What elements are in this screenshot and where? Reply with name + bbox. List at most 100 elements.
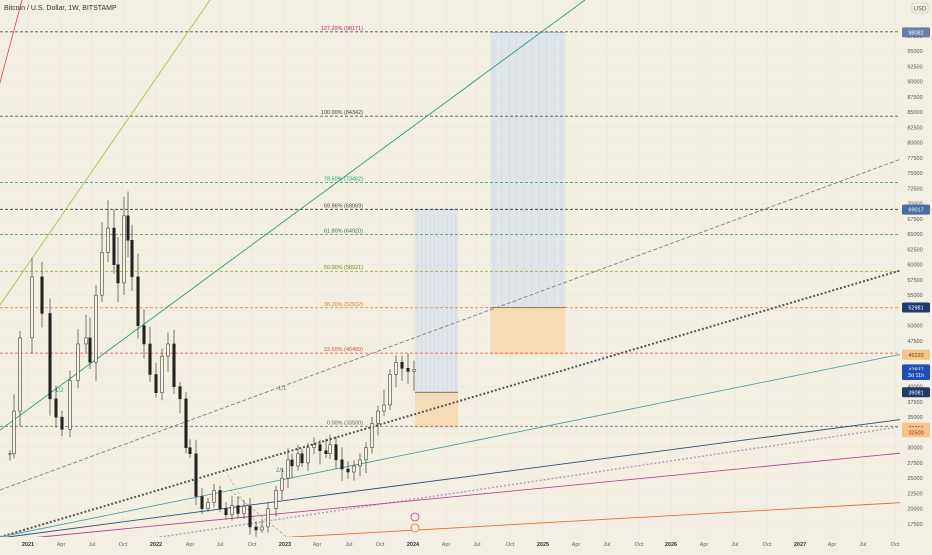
candle xyxy=(68,370,72,438)
candle-body xyxy=(184,398,188,448)
stop-zone xyxy=(490,307,566,355)
price-tick-label: 47500 xyxy=(907,339,922,345)
black-dotted-trend xyxy=(0,266,913,538)
time-tick-label: Apr xyxy=(57,542,66,548)
long-positions[interactable] xyxy=(415,32,566,428)
candle-body xyxy=(224,508,228,515)
candle-body xyxy=(112,227,116,265)
candle-body xyxy=(300,453,304,464)
short-dashed-down-2 xyxy=(224,469,261,531)
earnings-marker-icon xyxy=(410,523,420,533)
price-tick-label: 17500 xyxy=(907,522,922,528)
price-badge-label: 98082 xyxy=(908,30,923,36)
price-tick-label: 60000 xyxy=(907,263,922,269)
event-marker-icon xyxy=(410,512,420,522)
candle-body xyxy=(136,276,140,326)
candle-body xyxy=(8,453,12,455)
price-axis-background xyxy=(900,0,932,537)
candle-body xyxy=(412,369,416,372)
candle-body xyxy=(148,343,152,375)
candle-body xyxy=(166,343,170,357)
candle-body xyxy=(242,505,246,514)
fib-level-2[interactable]: 78.60% (73462) xyxy=(0,177,900,183)
candle xyxy=(260,519,264,533)
candle-body xyxy=(286,459,290,479)
candle-body xyxy=(230,505,234,516)
candle-body xyxy=(54,398,58,418)
fib-level-8[interactable]: 0.00% (33500) xyxy=(0,420,900,427)
candle xyxy=(230,495,234,521)
time-axis[interactable]: 2021 Apr Jul Oct 2022 Apr Jul Oct 2023 Apr Jul Oct 2… xyxy=(0,537,932,550)
time-tick-label: Apr xyxy=(442,542,451,548)
currency-button[interactable]: USD xyxy=(911,2,929,14)
trend-lines[interactable] xyxy=(0,0,913,542)
candle-body xyxy=(388,374,392,406)
candle-body xyxy=(334,444,338,461)
price-tick-label: 85000 xyxy=(907,110,922,116)
candle-body xyxy=(266,508,270,528)
price-badge-bg xyxy=(902,387,930,398)
candle xyxy=(352,460,356,481)
fib-level-5[interactable]: 50.00% (58921) xyxy=(0,265,900,272)
price-tick-label: 62500 xyxy=(907,247,922,253)
price-axis[interactable]: 17500 20000 22500 25000 27500 30000 32500 35000… xyxy=(900,0,932,537)
candle xyxy=(116,236,120,303)
price-badge: 98082 xyxy=(902,27,930,38)
candle xyxy=(212,484,216,508)
time-tick-label: Oct xyxy=(119,542,128,548)
fib-level-1[interactable]: 100.00% (84342) xyxy=(0,110,900,117)
candle-body xyxy=(254,526,258,531)
candle-body xyxy=(122,215,126,284)
candle-body xyxy=(340,459,344,470)
price-tick-label: 95000 xyxy=(907,49,922,55)
price-candles xyxy=(8,191,416,537)
navy-trend xyxy=(0,417,913,539)
candle xyxy=(76,328,80,389)
fib-label: 100.00% (84342) xyxy=(321,110,363,116)
red-fan-line xyxy=(0,0,23,85)
profit-zone xyxy=(490,32,566,308)
candle-body xyxy=(130,240,134,278)
fib-level-3[interactable]: 69.96% (69069) xyxy=(0,203,900,210)
candle-body xyxy=(100,252,104,296)
time-tick-label: Jul xyxy=(216,542,223,548)
short-dashed-down xyxy=(229,489,291,541)
candle xyxy=(8,450,12,461)
time-tick-label: 2021 xyxy=(22,542,34,548)
candle-body xyxy=(60,416,64,430)
candle-body xyxy=(160,355,164,393)
candle xyxy=(370,416,374,454)
time-tick-label: Jul xyxy=(88,542,95,548)
price-badge: 32500 xyxy=(902,427,930,438)
long-position-0[interactable] xyxy=(415,209,458,428)
price-badge-label: 3d 11h xyxy=(908,373,924,379)
candle xyxy=(324,438,328,459)
time-tick-label: 2022 xyxy=(150,542,162,548)
long-position-1[interactable] xyxy=(490,32,566,355)
candle-body xyxy=(394,362,398,375)
time-tick-label: Oct xyxy=(248,542,257,548)
fib-level-4[interactable]: 61.80% (64920) xyxy=(0,229,900,236)
candle xyxy=(236,496,240,519)
candle-body xyxy=(30,276,34,339)
time-tick-label: Jul xyxy=(731,542,738,548)
fib-label: 78.60% (73462) xyxy=(324,177,363,183)
candle xyxy=(12,394,16,459)
candle-body xyxy=(274,490,278,509)
fib-level-0[interactable]: 127.20% (98171) xyxy=(0,26,900,33)
price-badge-bg xyxy=(902,302,930,313)
candle xyxy=(136,253,140,339)
candle-body xyxy=(370,423,374,448)
fib-levels[interactable]: 127.20% (98171) 100.00% (84342) 78.60% (73… xyxy=(0,26,900,427)
candle-body xyxy=(194,453,198,497)
fib-level-6[interactable]: 38.20% (52932) xyxy=(0,302,900,309)
chart-title: Bitcoin / U.S. Dollar, 1W, BITSTAMP xyxy=(4,5,117,12)
stop-zone xyxy=(415,392,458,428)
candle xyxy=(30,257,34,354)
candle xyxy=(122,196,126,295)
candle xyxy=(290,453,294,479)
event-markers[interactable] xyxy=(410,512,420,533)
candle xyxy=(328,434,332,460)
